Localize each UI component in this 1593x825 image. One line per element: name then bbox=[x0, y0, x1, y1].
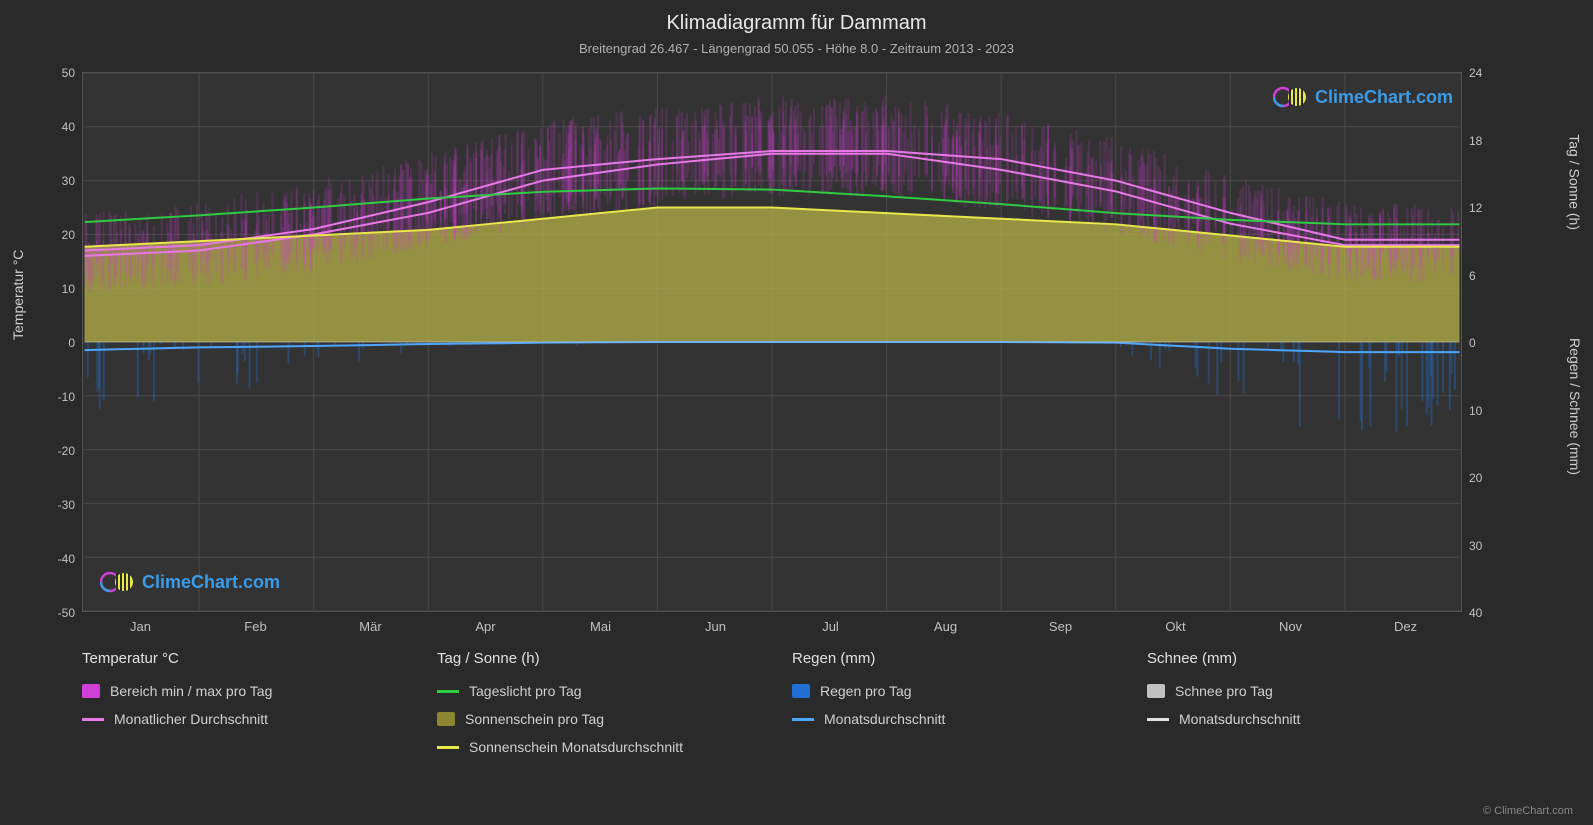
y-axis-right-top-label: Tag / Sonne (h) bbox=[1567, 134, 1583, 230]
y-tick-left: 50 bbox=[45, 66, 75, 80]
x-tick-month: Jul bbox=[822, 619, 839, 634]
x-tick-month: Jun bbox=[705, 619, 726, 634]
legend-col-rain: Regen (mm) Regen pro Tag Monatsdurchschn… bbox=[792, 650, 1107, 755]
x-tick-month: Aug bbox=[934, 619, 957, 634]
legend-label: Sonnenschein Monatsdurchschnitt bbox=[469, 739, 683, 755]
legend-label: Sonnenschein pro Tag bbox=[465, 711, 604, 727]
x-tick-month: Feb bbox=[244, 619, 266, 634]
y-tick-right-hours: 6 bbox=[1469, 269, 1499, 283]
legend-swatch bbox=[437, 712, 455, 726]
x-tick-month: Sep bbox=[1049, 619, 1072, 634]
plot-area: -50-40-30-20-100102030405006121824102030… bbox=[82, 72, 1462, 612]
legend-header: Schnee (mm) bbox=[1147, 650, 1462, 667]
legend-label: Regen pro Tag bbox=[820, 683, 912, 699]
y-tick-right-hours: 12 bbox=[1469, 201, 1499, 215]
legend-line-swatch bbox=[437, 746, 459, 749]
watermark-bottom: ClimeChart.com bbox=[100, 570, 280, 594]
legend-line-swatch bbox=[1147, 718, 1169, 721]
y-tick-left: 10 bbox=[45, 282, 75, 296]
legend-label: Monatsdurchschnitt bbox=[824, 711, 945, 727]
x-tick-month: Nov bbox=[1279, 619, 1302, 634]
legend-label: Monatlicher Durchschnitt bbox=[114, 711, 268, 727]
legend-line-swatch bbox=[437, 690, 459, 693]
y-tick-left: -20 bbox=[45, 444, 75, 458]
y-tick-left: 40 bbox=[45, 120, 75, 134]
legend-swatch bbox=[792, 684, 810, 698]
legend-item: Bereich min / max pro Tag bbox=[82, 683, 397, 699]
legend-item: Monatsdurchschnitt bbox=[1147, 711, 1462, 727]
watermark-text: ClimeChart.com bbox=[1315, 87, 1453, 108]
legend-item: Monatsdurchschnitt bbox=[792, 711, 1107, 727]
legend-line-swatch bbox=[82, 718, 104, 721]
x-tick-month: Mär bbox=[359, 619, 381, 634]
legend-item: Sonnenschein Monatsdurchschnitt bbox=[437, 739, 752, 755]
legend-item: Regen pro Tag bbox=[792, 683, 1107, 699]
y-tick-left: -30 bbox=[45, 498, 75, 512]
logo-icon bbox=[100, 570, 136, 594]
y-axis-right-bottom-label: Regen / Schnee (mm) bbox=[1567, 338, 1583, 475]
legend-line-swatch bbox=[792, 718, 814, 721]
y-tick-right-hours: 18 bbox=[1469, 134, 1499, 148]
y-tick-right-hours: 24 bbox=[1469, 66, 1499, 80]
legend-label: Bereich min / max pro Tag bbox=[110, 683, 272, 699]
legend-item: Tageslicht pro Tag bbox=[437, 683, 752, 699]
y-tick-right-mm: 30 bbox=[1469, 539, 1499, 553]
legend-col-temperature: Temperatur °C Bereich min / max pro Tag … bbox=[82, 650, 397, 755]
x-tick-month: Jan bbox=[130, 619, 151, 634]
legend-swatch bbox=[1147, 684, 1165, 698]
copyright: © ClimeChart.com bbox=[1483, 805, 1573, 817]
legend-item: Sonnenschein pro Tag bbox=[437, 711, 752, 727]
x-tick-month: Okt bbox=[1165, 619, 1185, 634]
legend-header: Temperatur °C bbox=[82, 650, 397, 667]
y-tick-left: 20 bbox=[45, 228, 75, 242]
y-tick-right-mm: 40 bbox=[1469, 606, 1499, 620]
y-axis-left-label: Temperatur °C bbox=[10, 250, 26, 340]
legend-swatch bbox=[82, 684, 100, 698]
legend-label: Monatsdurchschnitt bbox=[1179, 711, 1300, 727]
legend-header: Tag / Sonne (h) bbox=[437, 650, 752, 667]
x-tick-month: Dez bbox=[1394, 619, 1417, 634]
watermark-top: ClimeChart.com bbox=[1273, 85, 1453, 109]
legend-col-daylight: Tag / Sonne (h) Tageslicht pro Tag Sonne… bbox=[437, 650, 752, 755]
climate-chart: Klimadiagramm für Dammam Breitengrad 26.… bbox=[0, 0, 1593, 825]
legend-header: Regen (mm) bbox=[792, 650, 1107, 667]
x-tick-month: Apr bbox=[475, 619, 495, 634]
chart-subtitle: Breitengrad 26.467 - Längengrad 50.055 -… bbox=[0, 35, 1593, 56]
y-tick-left: -40 bbox=[45, 552, 75, 566]
chart-svg bbox=[83, 73, 1461, 611]
y-tick-left: -50 bbox=[45, 606, 75, 620]
legend-label: Schnee pro Tag bbox=[1175, 683, 1273, 699]
logo-icon bbox=[1273, 85, 1309, 109]
legend-item: Monatlicher Durchschnitt bbox=[82, 711, 397, 727]
y-tick-right-mm: 10 bbox=[1469, 404, 1499, 418]
x-tick-month: Mai bbox=[590, 619, 611, 634]
legend-item: Schnee pro Tag bbox=[1147, 683, 1462, 699]
y-tick-right-hours: 0 bbox=[1469, 336, 1499, 350]
watermark-text: ClimeChart.com bbox=[142, 572, 280, 593]
legend-col-snow: Schnee (mm) Schnee pro Tag Monatsdurchsc… bbox=[1147, 650, 1462, 755]
y-tick-right-mm: 20 bbox=[1469, 471, 1499, 485]
y-tick-left: -10 bbox=[45, 390, 75, 404]
chart-title: Klimadiagramm für Dammam bbox=[0, 0, 1593, 35]
legend-label: Tageslicht pro Tag bbox=[469, 683, 582, 699]
y-tick-left: 0 bbox=[45, 336, 75, 350]
y-tick-left: 30 bbox=[45, 174, 75, 188]
legend: Temperatur °C Bereich min / max pro Tag … bbox=[82, 650, 1462, 755]
